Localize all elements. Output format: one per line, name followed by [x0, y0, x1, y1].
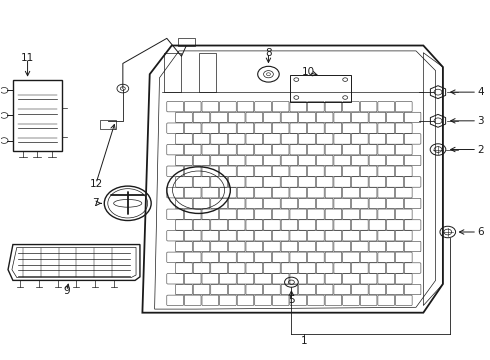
Text: 5: 5	[288, 295, 294, 305]
Text: 4: 4	[477, 87, 484, 97]
Text: 12: 12	[89, 179, 102, 189]
Text: 3: 3	[477, 116, 484, 126]
Text: 1: 1	[300, 336, 307, 346]
Text: 2: 2	[477, 144, 484, 154]
Text: 11: 11	[21, 53, 34, 63]
Text: 10: 10	[302, 67, 315, 77]
Text: 6: 6	[477, 227, 484, 237]
Text: 8: 8	[265, 48, 272, 58]
Text: 9: 9	[63, 286, 70, 296]
Text: 7: 7	[92, 198, 98, 208]
